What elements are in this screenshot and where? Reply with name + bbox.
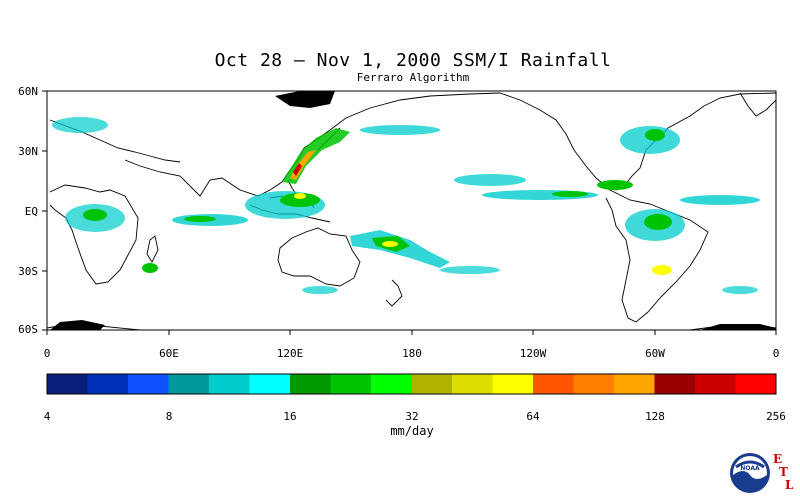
lon-label-60w: 60W [645,347,665,360]
map-subtitle: Ferraro Algorithm [356,71,470,84]
colorbar-swatch [330,374,372,394]
lon-label-120w: 120W [519,347,547,360]
no-data-region-antarctica-east [700,324,776,330]
rainfall-patches [50,91,776,330]
lon-label-180: 180 [402,347,422,360]
map-title: Oct 28 – Nov 1, 2000 SSM/I Rainfall [214,50,612,71]
lat-label-30s: 30S [18,265,38,278]
colorbar-swatch [573,374,615,394]
no-data-region-siberia [275,91,335,108]
colorbar-swatch [533,374,574,394]
lon-label-60e: 60E [159,347,179,360]
rain-atlantic-itcz [680,195,760,205]
colorbar-swatch [614,374,655,394]
colorbar-swatch [492,374,534,394]
lat-label-eq: EQ [24,205,38,218]
colorbar-tick-256: 256 [766,410,786,423]
colorbar-frame [46,373,777,395]
rain-central-pacific-north [454,174,526,186]
colorbar-swatch [87,374,129,394]
colorbar-tick-16: 16 [283,410,297,423]
colorbar-tick-32: 32 [405,410,419,423]
rain-amazon-core [644,214,672,230]
map-ticks [42,90,777,335]
colorbar-swatch [452,374,493,394]
rain-north-atlantic-core [645,129,665,141]
etl-letter-t: T [779,465,788,479]
rain-europe [52,117,108,133]
colorbar-swatch [47,374,88,394]
no-data-region-antarctica-west [50,320,105,330]
rain-southern-ocean-2 [302,286,338,294]
colorbar-swatch [695,374,736,394]
rain-spcz-peak [382,241,398,247]
rain-south-america-peak [652,265,672,275]
colorbar-swatch [168,374,210,394]
rain-maritime-core [280,193,320,207]
colorbar-swatch [654,374,696,394]
rain-east-pacific-core [552,191,588,197]
rain-southern-ocean-3 [722,286,758,294]
coastline-greenland [739,92,777,117]
rain-southern-ocean-1 [440,266,500,274]
colorbar-units: mm/day [390,424,434,438]
coastline-africa [49,184,139,285]
rain-north-pacific [360,125,440,135]
colorbar-tick-4: 4 [43,410,51,423]
colorbar-swatch [128,374,169,394]
noaa-logo-text: NOAA [740,465,760,472]
colorbar-swatch [290,374,331,394]
colorbar-swatch [249,374,291,394]
colorbar-tick-8: 8 [165,410,173,423]
rain-center-nw-pacific [293,163,302,176]
colorbar [47,374,777,394]
colorbar-swatch [411,374,453,394]
lat-label-60s: 60S [18,323,38,336]
coastline-australia [277,227,361,287]
etl-letter-l: L [785,478,794,492]
lon-label-0: 0 [43,347,51,360]
rain-caribbean [597,180,633,190]
etl-letter-e: E [773,452,783,466]
noaa-logo: NOAA [730,453,770,493]
coastline-south-america [605,187,709,323]
coastline-madagascar [146,235,159,263]
colorbar-swatch [371,374,412,394]
rain-maritime-peak [294,193,306,199]
colorbar-tick-64: 64 [526,410,540,423]
lon-label-120e: 120E [276,347,304,360]
rain-indian-ocean-core [184,216,216,222]
lon-label-0-east: 0 [772,347,780,360]
coastline-new-zealand [385,279,403,307]
colorbar-tick-128: 128 [645,410,665,423]
rain-madagascar [142,263,158,273]
lat-label-60n: 60N [18,85,38,98]
colorbar-swatch [209,374,250,394]
colorbar-swatch [735,374,777,394]
rain-africa-core [83,209,107,221]
lat-label-30n: 30N [18,145,38,158]
